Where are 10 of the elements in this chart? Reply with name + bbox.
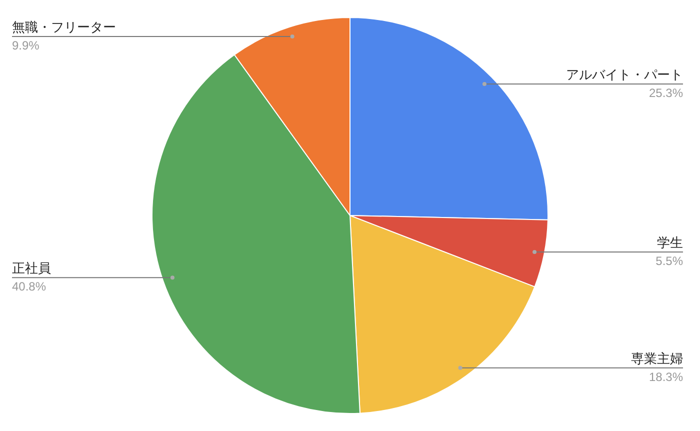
data-label: 5.5% [656,254,684,268]
data-label: 18.3% [648,370,684,384]
slice-label: 正社員 [12,262,51,277]
slice-label: 無職・フリーター [12,20,116,36]
data-label: 9.9% [12,38,40,52]
slice-label: 学生 [657,236,683,251]
slice-label: 専業主婦 [631,350,683,367]
slice-label: アルバイト・パート [566,68,683,83]
data-label: 40.8% [12,280,46,294]
data-label: 25.3% [648,86,684,100]
